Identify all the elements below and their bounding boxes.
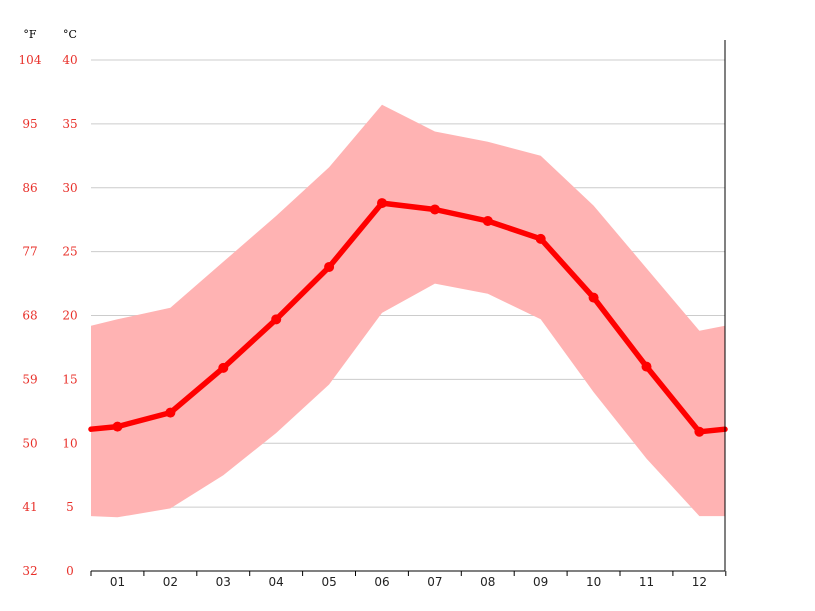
data-point: [588, 292, 599, 303]
average-temperature-line: [88, 200, 728, 435]
average-temperature-series: [88, 198, 728, 437]
data-point: [429, 204, 440, 215]
y-tick-label-celsius: 40: [62, 53, 77, 67]
y-tick-label-celsius: 20: [62, 309, 77, 323]
data-point: [377, 198, 387, 209]
x-tick-label: 11: [639, 575, 654, 589]
data-point: [535, 233, 546, 244]
x-tick-label: 10: [586, 575, 601, 589]
y-tick-label-fahrenheit: 32: [22, 564, 37, 578]
y-tick-label-celsius: 15: [62, 372, 77, 386]
x-tick-label: 02: [163, 575, 178, 589]
temperature-range-band: [91, 104, 725, 518]
x-tick-label: 03: [216, 575, 231, 589]
axes: [90, 40, 727, 576]
x-tick-label: 08: [480, 575, 495, 589]
x-tick-label: 12: [692, 575, 707, 589]
x-tick-label: 07: [427, 575, 442, 589]
celsius-unit-label: °C: [63, 28, 77, 41]
data-point: [218, 362, 229, 373]
axis-labels: °F °C 0 32 5 41 10 50 15 59 20 68 25 77 30 86 35 95 40 10…: [19, 28, 707, 589]
x-tick-label: 09: [533, 575, 548, 589]
y-tick-label-celsius: 25: [62, 245, 77, 259]
y-tick-label-celsius: 5: [66, 500, 74, 514]
data-point: [641, 361, 652, 372]
y-tick-label-fahrenheit: 59: [22, 372, 37, 386]
x-tick-label: 01: [110, 575, 125, 589]
data-point: [271, 314, 282, 325]
y-tick-label-fahrenheit: 104: [19, 53, 42, 67]
y-tick-label-celsius: 10: [62, 436, 77, 450]
y-tick-label-celsius: 35: [62, 117, 77, 131]
y-tick-label-celsius: 0: [66, 564, 74, 578]
data-point: [165, 407, 176, 418]
x-tick-label: 06: [374, 575, 389, 589]
range-band-area: [91, 104, 725, 518]
data-point: [112, 421, 123, 432]
y-tick-label-fahrenheit: 41: [22, 500, 37, 514]
y-tick-label-fahrenheit: 68: [22, 309, 37, 323]
fahrenheit-unit-label: °F: [23, 28, 37, 41]
data-point: [324, 261, 335, 272]
y-tick-label-fahrenheit: 77: [22, 245, 37, 259]
y-tick-label-celsius: 30: [62, 181, 77, 195]
y-tick-label-fahrenheit: 86: [22, 181, 37, 195]
data-point: [694, 426, 705, 437]
y-tick-label-fahrenheit: 50: [22, 436, 37, 450]
y-tick-label-fahrenheit: 95: [22, 117, 37, 131]
x-tick-label: 04: [269, 575, 284, 589]
data-point: [482, 215, 493, 226]
x-tick-label: 05: [321, 575, 336, 589]
